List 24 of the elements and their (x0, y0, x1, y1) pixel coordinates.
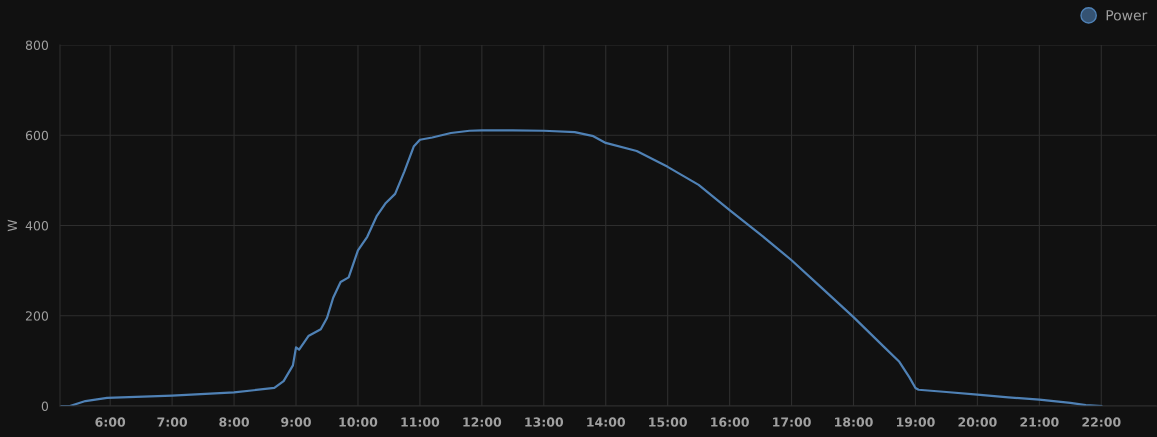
x-tick-label: 11:00 (401, 417, 440, 427)
x-tick-label: 13:00 (525, 417, 564, 427)
x-tick-label: 7:00 (157, 417, 188, 427)
y-tick-label: 600 (25, 130, 49, 141)
x-tick-label: 9:00 (281, 417, 311, 427)
x-tick-label: 20:00 (958, 417, 997, 427)
y-tick-label: 800 (25, 40, 49, 50)
y-tick-label: 400 (25, 220, 49, 231)
legend-label: Power (1106, 10, 1148, 21)
x-tick-label: 16:00 (711, 417, 749, 427)
x-tick-label: 10:00 (339, 417, 378, 427)
x-tick-label: 22:00 (1082, 417, 1121, 427)
x-tick-label: 19:00 (896, 417, 935, 427)
x-tick-label: 18:00 (835, 417, 873, 427)
x-tick-label: 21:00 (1020, 417, 1059, 427)
x-tick-label: 14:00 (587, 417, 626, 427)
y-tick-label: 200 (25, 311, 49, 321)
x-tick-label: 12:00 (463, 417, 502, 427)
y-tick-label: 0 (41, 401, 49, 411)
x-tick-label: 6:00 (95, 417, 126, 427)
x-tick-label: 17:00 (773, 417, 811, 427)
x-tick-label: 15:00 (649, 417, 687, 427)
x-tick-label: 8:00 (219, 417, 250, 427)
y-axis-title: W (7, 219, 17, 232)
